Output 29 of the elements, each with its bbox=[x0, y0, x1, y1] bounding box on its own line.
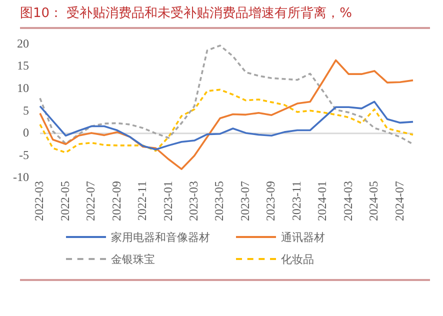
x-tick-label: 2022-09 bbox=[109, 181, 124, 222]
y-tick-label: 10 bbox=[16, 80, 29, 95]
chart-title: 图10： 受补贴消费品和未受补贴消费品增速有所背离，% bbox=[20, 4, 430, 29]
x-tick-label: 2022-11 bbox=[135, 181, 150, 221]
y-tick-label: 5 bbox=[22, 103, 29, 118]
line-series bbox=[39, 88, 414, 154]
x-tick-label: 2022-07 bbox=[84, 181, 98, 222]
x-tick-label: 2022-03 bbox=[32, 181, 46, 222]
x-tick-label: 2024-07 bbox=[392, 181, 406, 222]
y-tick-label: 20 bbox=[16, 36, 29, 50]
x-tick-label: 2023-11 bbox=[289, 181, 304, 221]
x-tick-label: 2023-07 bbox=[238, 181, 252, 222]
x-tick-label: 2023-05 bbox=[212, 181, 226, 222]
y-tick-label: 15 bbox=[16, 58, 29, 73]
legend-label: 家用电器和音像器材 bbox=[111, 230, 210, 244]
x-tick-label: 2024-01 bbox=[315, 181, 330, 222]
x-tick-label: 2023-09 bbox=[264, 181, 278, 222]
legend-label: 通讯器材 bbox=[281, 230, 325, 244]
x-tick-label: 2024-05 bbox=[366, 181, 381, 222]
line-series bbox=[39, 44, 414, 146]
y-tick-label: -10 bbox=[12, 170, 29, 184]
y-tick-label: 0 bbox=[22, 126, 29, 140]
x-tick-label: 2022-05 bbox=[58, 181, 72, 222]
legend-label: 化妆品 bbox=[281, 252, 314, 266]
y-tick-label: -5 bbox=[18, 148, 29, 162]
x-tick-label: 2023-03 bbox=[186, 181, 200, 222]
x-tick-label: 2024-03 bbox=[340, 181, 355, 222]
x-tick-label: 2023-01 bbox=[160, 181, 175, 222]
legend-label: 金银珠宝 bbox=[111, 252, 155, 266]
